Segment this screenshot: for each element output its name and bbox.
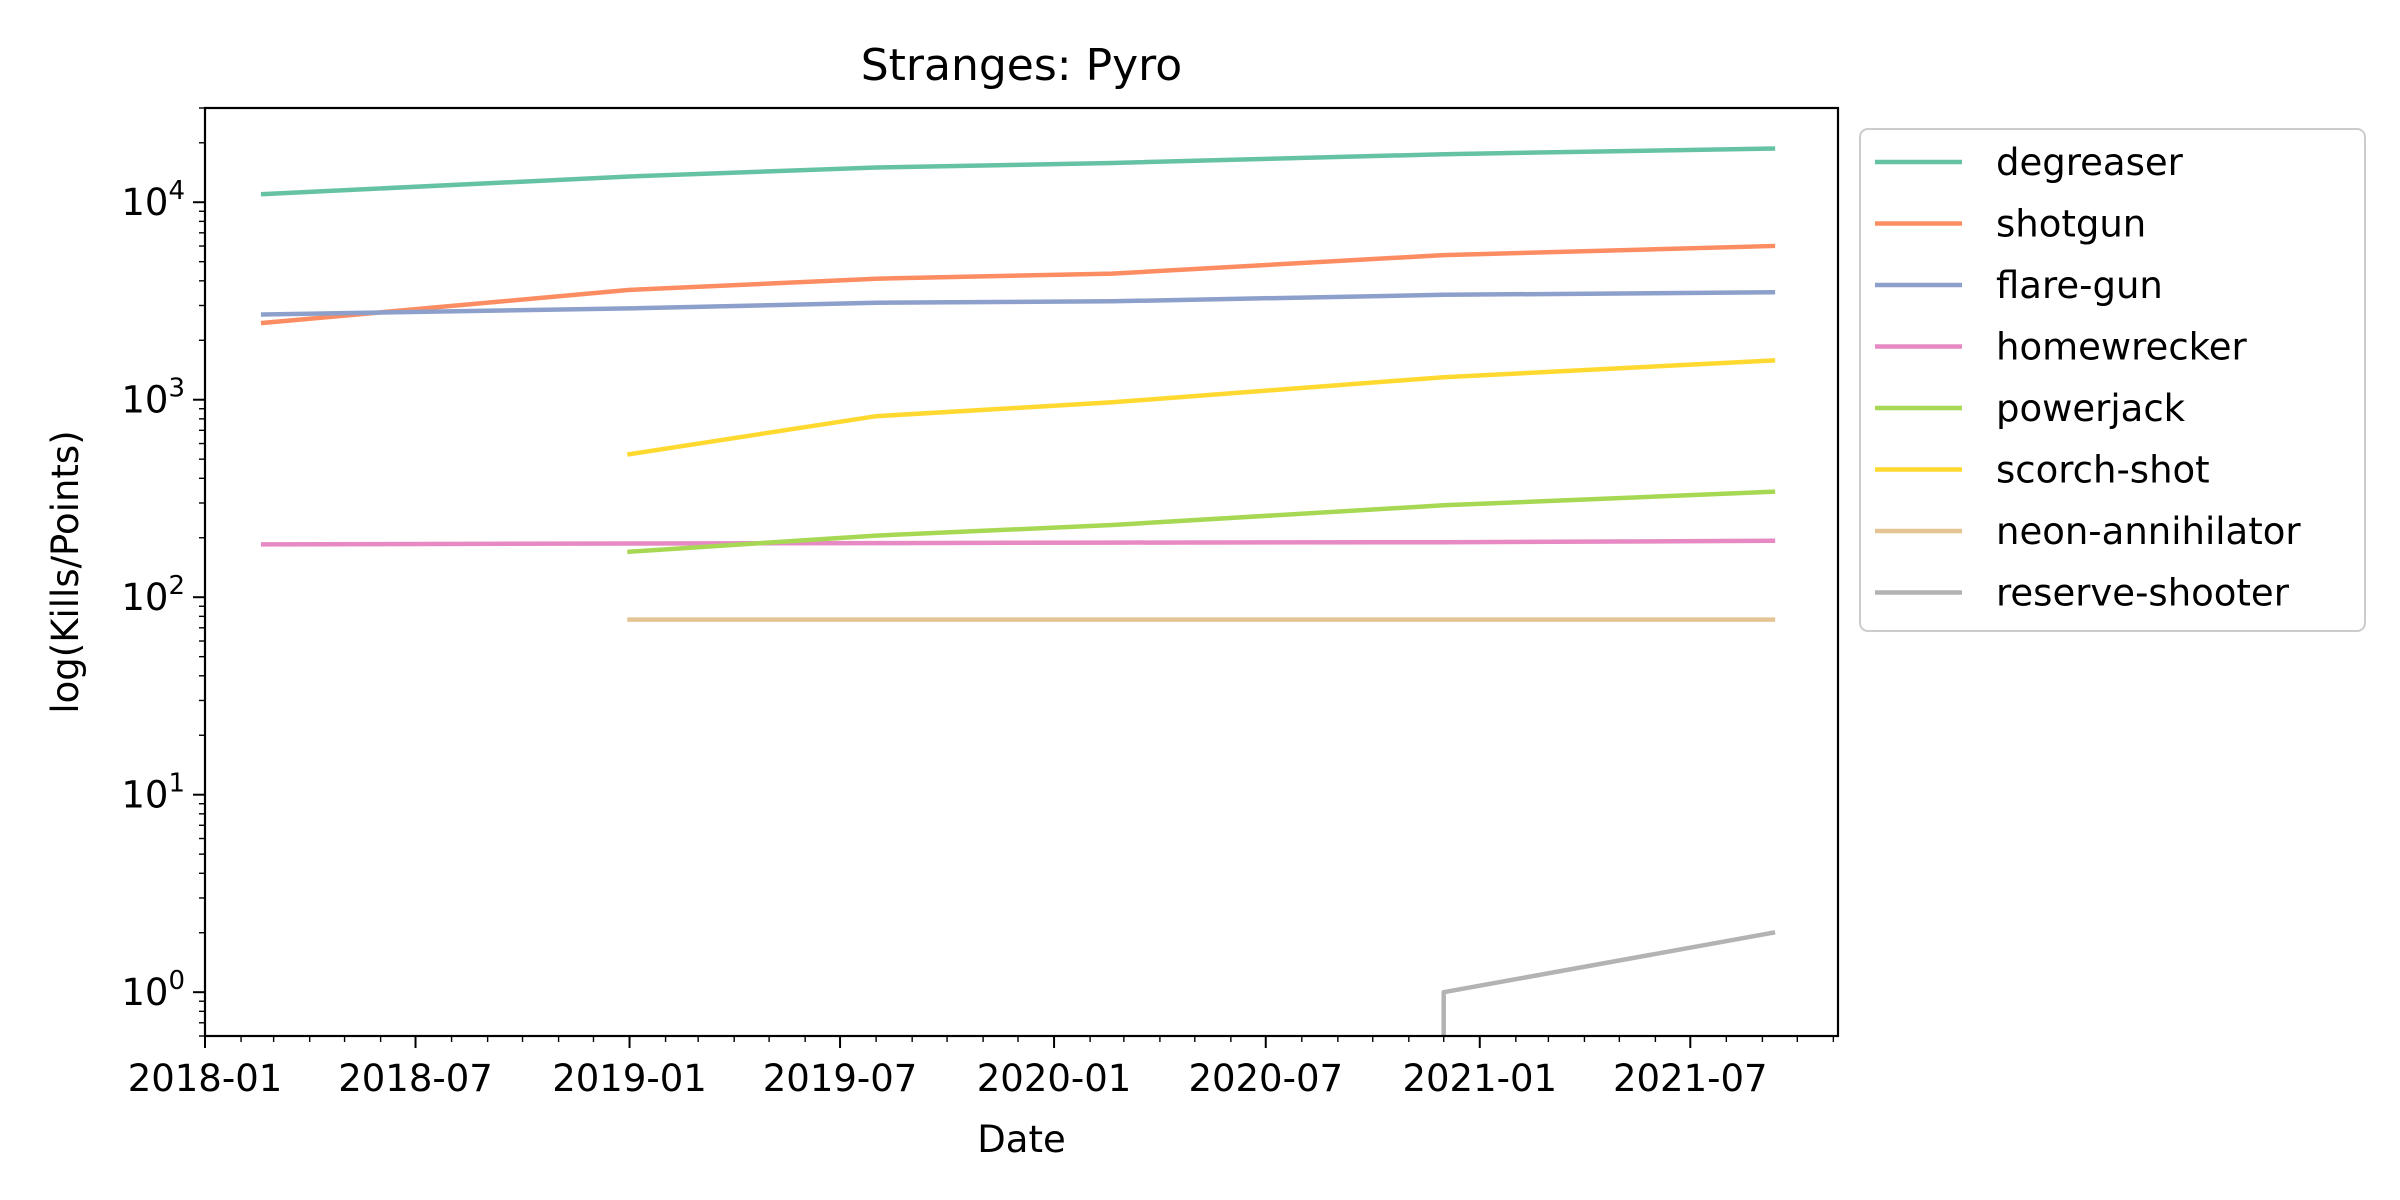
x-tick-label: 2018-07 xyxy=(338,1057,493,1100)
legend-label: homewrecker xyxy=(1996,326,2248,369)
legend-label: scorch-shot xyxy=(1996,449,2210,492)
legend-label: shotgun xyxy=(1996,203,2146,246)
legend-label: powerjack xyxy=(1996,387,2186,430)
y-tick-label: 101 xyxy=(121,769,185,817)
legend-label: flare-gun xyxy=(1996,264,2163,307)
series-line-flare-gun xyxy=(260,290,1776,317)
y-tick-base: 10 xyxy=(121,181,168,224)
legend-label: reserve-shooter xyxy=(1996,572,2290,615)
x-tick-label: 2020-01 xyxy=(977,1057,1132,1100)
y-tick-label: 104 xyxy=(121,176,185,224)
series-line-shotgun xyxy=(260,243,1776,326)
series-line-homewrecker xyxy=(260,538,1776,547)
x-tick-label: 2019-07 xyxy=(763,1057,918,1100)
y-tick-base: 10 xyxy=(121,774,168,817)
y-tick-base: 10 xyxy=(121,576,168,619)
x-axis: 2018-01 2018-07 2019-01 2019-07 2020-01 2020-… xyxy=(128,1036,1835,1100)
y-tick-exponent: 0 xyxy=(168,966,185,996)
series-line-scorch-shot xyxy=(626,358,1776,457)
y-axis-title: log(Kills/Points) xyxy=(44,430,87,713)
y-tick-base: 10 xyxy=(121,379,168,422)
y-tick-exponent: 4 xyxy=(168,176,185,206)
y-tick-label: 100 xyxy=(121,966,185,1014)
y-tick-exponent: 3 xyxy=(168,374,185,404)
chart-title: Stranges: Pyro xyxy=(861,40,1182,91)
legend-label: degreaser xyxy=(1996,141,2184,184)
y-tick-label: 103 xyxy=(121,374,185,422)
plot-frame xyxy=(203,106,1840,1038)
y-tick-exponent: 1 xyxy=(168,769,185,799)
legend: degreaser shotgun flare-gun homewrecker powe… xyxy=(1859,128,2366,632)
x-tick-label: 2021-01 xyxy=(1402,1057,1557,1100)
y-tick-exponent: 2 xyxy=(168,571,185,601)
legend-label: neon-annihilator xyxy=(1996,510,2301,553)
y-tick-base: 10 xyxy=(121,971,168,1014)
x-tick-label: 2019-01 xyxy=(552,1057,707,1100)
legend-box xyxy=(1859,128,2366,632)
series-line-reserve-shooter xyxy=(1441,930,1776,1036)
x-axis-title: Date xyxy=(977,1118,1065,1161)
y-tick-label: 102 xyxy=(121,571,185,619)
series-line-degreaser xyxy=(260,146,1776,197)
x-tick-label: 2018-01 xyxy=(128,1057,283,1100)
series-layer xyxy=(260,146,1776,1036)
x-tick-label: 2020-07 xyxy=(1188,1057,1343,1100)
series-line-powerjack xyxy=(627,489,1776,555)
x-tick-label: 2021-07 xyxy=(1613,1057,1768,1100)
